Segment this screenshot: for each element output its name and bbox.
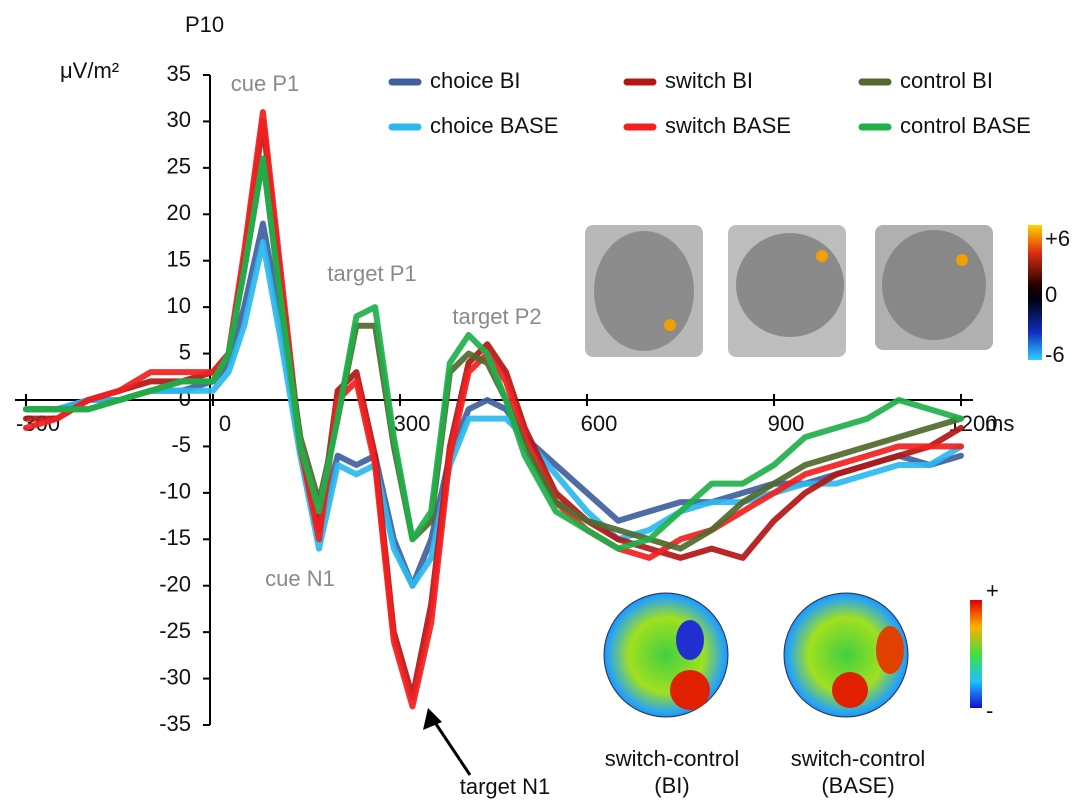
colorbar-label: + bbox=[986, 578, 999, 603]
topo-blob bbox=[676, 620, 704, 660]
y-tick-label: -15 bbox=[159, 525, 191, 550]
topo-blob bbox=[670, 670, 710, 710]
topomap-caption: (BASE) bbox=[821, 773, 894, 798]
annotation: cue P1 bbox=[231, 71, 300, 96]
topo-blob bbox=[876, 626, 904, 674]
x-tick-label: 900 bbox=[768, 411, 805, 436]
y-tick-label: 15 bbox=[167, 247, 191, 272]
legend-label: choice BI bbox=[430, 68, 521, 93]
y-tick-label: -20 bbox=[159, 572, 191, 597]
brain-shape bbox=[736, 233, 844, 337]
legend-label: choice BASE bbox=[430, 113, 558, 138]
y-tick-label: -30 bbox=[159, 664, 191, 689]
legend-label: switch BI bbox=[665, 68, 753, 93]
topo-colorbar bbox=[970, 600, 982, 708]
y-tick-label: -10 bbox=[159, 479, 191, 504]
topomap bbox=[604, 593, 728, 717]
topomap-caption: (BI) bbox=[654, 773, 689, 798]
annotation: target N1 bbox=[460, 774, 551, 799]
y-tick-label: 35 bbox=[167, 61, 191, 86]
annotation-arrow bbox=[432, 718, 470, 775]
annotation: cue N1 bbox=[265, 566, 335, 591]
y-tick-label: -35 bbox=[159, 711, 191, 736]
topomap-caption: switch-control bbox=[605, 746, 739, 771]
legend-label: control BASE bbox=[900, 113, 1031, 138]
activation bbox=[816, 250, 828, 262]
brain-slices bbox=[585, 225, 1042, 360]
brain-shape bbox=[594, 231, 694, 351]
brain-shape bbox=[882, 230, 986, 340]
y-axis-label: μV/m² bbox=[60, 58, 119, 83]
chart: P10 μV/m² ms -35-30-25-20-15-10-50510152… bbox=[0, 0, 1078, 802]
x-tick-label: 600 bbox=[581, 411, 618, 436]
topo-blob bbox=[832, 672, 868, 708]
y-tick-label: 20 bbox=[167, 200, 191, 225]
y-tick-label: 25 bbox=[167, 154, 191, 179]
colorbar-label: - bbox=[986, 698, 993, 723]
chart-title: P10 bbox=[185, 12, 224, 37]
legend-label: control BI bbox=[900, 68, 993, 93]
colorbar-label: +6 bbox=[1045, 226, 1070, 251]
y-tick-label: 30 bbox=[167, 107, 191, 132]
y-tick-label: -5 bbox=[171, 432, 191, 457]
y-tick-label: -25 bbox=[159, 618, 191, 643]
colorbar-label: -6 bbox=[1045, 342, 1065, 367]
x-tick-label: 300 bbox=[394, 411, 431, 436]
legend-label: switch BASE bbox=[665, 113, 791, 138]
activation bbox=[956, 254, 968, 266]
colorbar-label: 0 bbox=[1045, 282, 1057, 307]
topomap-caption: switch-control bbox=[791, 746, 925, 771]
y-tick-label: 10 bbox=[167, 293, 191, 318]
annotation: target P2 bbox=[452, 304, 541, 329]
activation bbox=[664, 319, 676, 331]
x-tick-label: 0 bbox=[219, 411, 231, 436]
y-tick-label: 5 bbox=[179, 339, 191, 364]
topomaps bbox=[604, 593, 982, 717]
brain-colorbar bbox=[1028, 225, 1042, 360]
annotation: target P1 bbox=[327, 261, 416, 286]
